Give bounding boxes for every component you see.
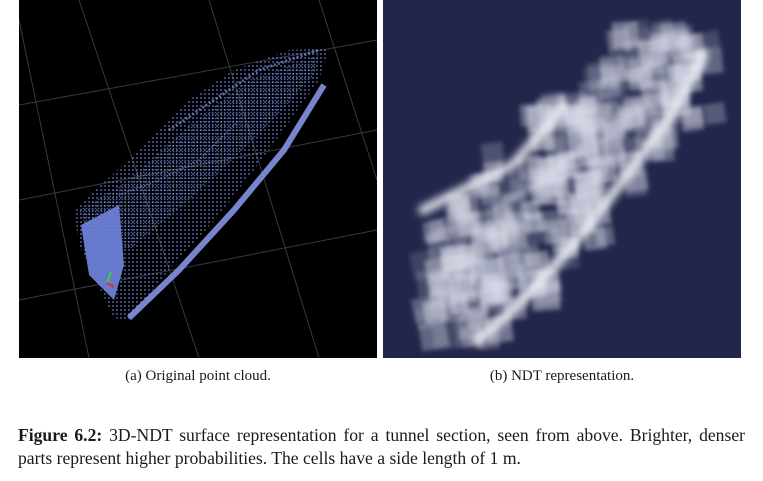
figure-caption: Figure 6.2: 3D-NDT surface representatio…: [18, 424, 745, 470]
ndt-cell: [578, 80, 604, 106]
ndt-cell: [481, 272, 503, 294]
ndt-cells: [408, 18, 727, 352]
ndt-cell: [427, 235, 452, 260]
ndt-cell: [448, 294, 470, 315]
ndt-bright-ridges: [418, 49, 709, 346]
ndt-cell: [464, 241, 488, 265]
ndt-cell: [480, 141, 505, 166]
ndt-cell: [463, 291, 490, 318]
ndt-cell: [569, 106, 594, 130]
ndt-cell: [427, 283, 455, 310]
subcaption-a: (a) Original point cloud.: [125, 368, 271, 384]
ndt-cell: [572, 170, 602, 200]
ndt-cell: [612, 111, 634, 133]
ndt-cell: [448, 195, 472, 219]
ndt-cell: [501, 222, 528, 249]
subcaption-b: (b) NDT representation.: [489, 368, 635, 384]
point-cloud-image: [19, 0, 377, 358]
caption-text: 3D-NDT surface representation for a tunn…: [18, 425, 745, 468]
ndt-cell: [472, 219, 495, 242]
ndt-cell: [622, 18, 653, 49]
ndt-cell: [431, 321, 461, 350]
ndt-cell: [501, 265, 528, 292]
ndt-cell: [682, 104, 706, 127]
ndt-cell: [603, 129, 624, 149]
ndt-cell: [699, 29, 722, 52]
ndt-representation-image: [383, 0, 741, 358]
ndt-cell: [703, 101, 727, 126]
point-cloud: [74, 48, 329, 321]
ndt-cell: [598, 53, 628, 83]
grid-lines: [19, 0, 377, 358]
ndt-cell: [414, 306, 439, 331]
figure-label: Figure 6.2:: [18, 425, 103, 445]
axis-marker-icon: [106, 271, 115, 288]
ndt-cell: [594, 226, 616, 247]
